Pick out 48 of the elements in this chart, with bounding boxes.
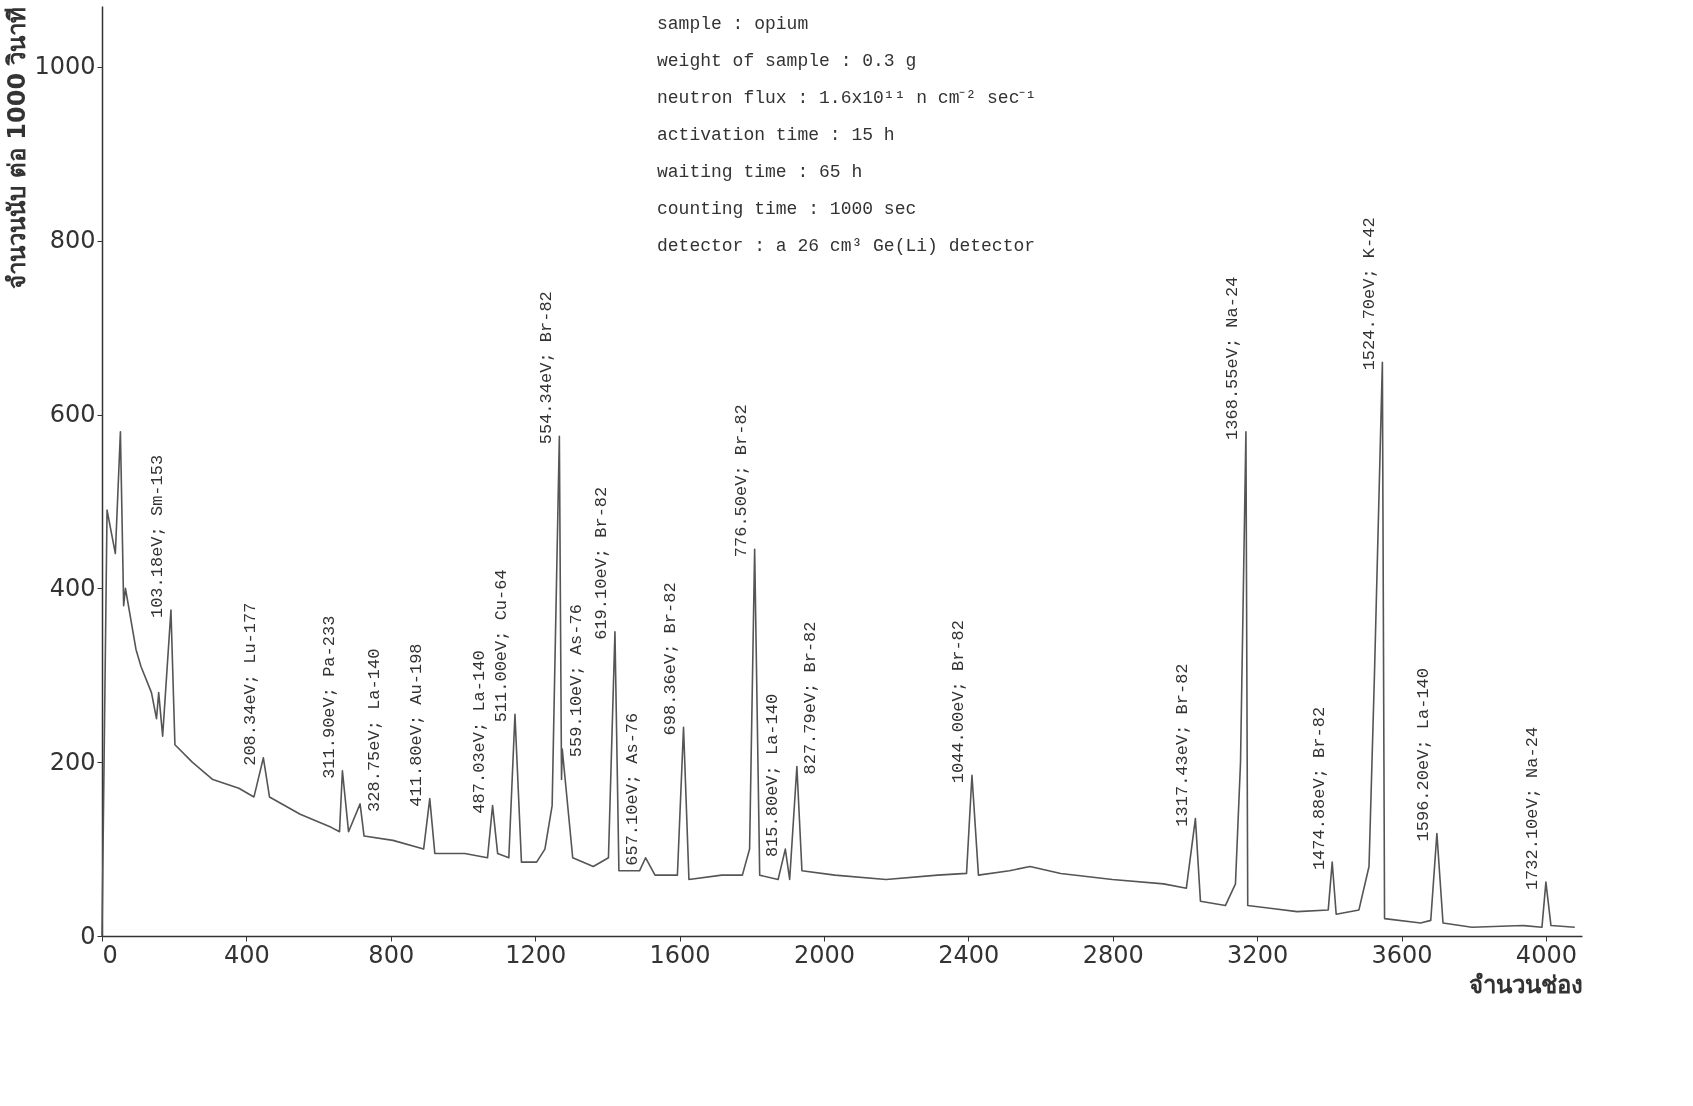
x-tick-label: 2800 bbox=[1082, 940, 1144, 969]
x-tick-label: 2000 bbox=[793, 940, 855, 969]
y-tick-label: 1000 bbox=[34, 52, 96, 81]
annotation: 328.75eV; La-140 bbox=[364, 648, 384, 812]
annotation: 657.10eV; As-76 bbox=[623, 712, 643, 866]
x-tick-label: 2400 bbox=[938, 940, 1000, 969]
annotation: 827.79eV; Br-82 bbox=[801, 621, 821, 775]
y-tick-label: 400 bbox=[49, 573, 96, 602]
x-axis-title: จำนวนช่อง bbox=[1468, 970, 1583, 999]
annotation: 511.00eV; Cu-64 bbox=[492, 569, 512, 723]
annotation: 411.80eV; Au-198 bbox=[407, 643, 427, 807]
annotation: 559.10eV; As-76 bbox=[566, 604, 586, 758]
annotation: 815.80eV; La-140 bbox=[762, 693, 782, 858]
annotation: weight of sample : 0.3 g bbox=[657, 51, 917, 71]
annotation: 1044.00eV; Br-82 bbox=[949, 619, 969, 784]
x-tick-label: 1600 bbox=[649, 940, 711, 969]
annotation: 776.50eV; Br-82 bbox=[732, 404, 752, 558]
x-tick-label: 400 bbox=[223, 940, 270, 969]
x-tick-label: 3200 bbox=[1227, 940, 1289, 969]
annotation: detector : a 26 cm³ Ge(Li) detector bbox=[657, 236, 1036, 256]
x-tick-label: 0 bbox=[102, 940, 118, 969]
annotation: 698.36eV; Br-82 bbox=[661, 582, 681, 736]
annotation: 1368.55eV; Na-24 bbox=[1223, 276, 1243, 440]
annotation: waiting time : 65 h bbox=[657, 162, 863, 182]
annotation: 487.03eV; La-140 bbox=[470, 650, 490, 814]
annotation: counting time : 1000 sec bbox=[657, 199, 917, 219]
y-tick-label: 0 bbox=[80, 921, 96, 950]
annotation: 1317.43eV; Br-82 bbox=[1172, 663, 1192, 827]
y-axis-title: จำนวนนับ ต่อ 1000 วินาที bbox=[3, 6, 32, 290]
annotation: 619.10eV; Br-82 bbox=[592, 486, 612, 640]
annotation: 554.34eV; Br-82 bbox=[536, 291, 556, 445]
annotation: neutron flux : 1.6x10¹¹ n cm⁻² sec⁻¹ bbox=[657, 88, 1037, 108]
annotation: activation time : 15 h bbox=[657, 125, 895, 145]
annotation: 1474.88eV; Br-82 bbox=[1309, 706, 1329, 871]
x-tick-label: 3600 bbox=[1371, 940, 1433, 969]
annotation: 1732.10eV; Na-24 bbox=[1523, 726, 1543, 891]
annotation: 311.90eV; Pa-233 bbox=[319, 615, 339, 779]
annotation: 208.34eV; Lu-177 bbox=[240, 602, 260, 766]
annotation: sample : opium bbox=[657, 14, 809, 34]
annotation: 1596.20eV; La-140 bbox=[1414, 668, 1434, 842]
annotation: 103.18eV; Sm-153 bbox=[148, 454, 168, 619]
x-tick-label: 4000 bbox=[1515, 940, 1577, 969]
y-tick-label: 200 bbox=[49, 747, 96, 776]
x-tick-label: 800 bbox=[368, 940, 415, 969]
annotation: 1524.70eV; K-42 bbox=[1359, 217, 1379, 371]
x-tick-label: 1200 bbox=[505, 940, 567, 969]
y-tick-label: 600 bbox=[49, 400, 96, 428]
y-tick-label: 800 bbox=[49, 226, 96, 255]
